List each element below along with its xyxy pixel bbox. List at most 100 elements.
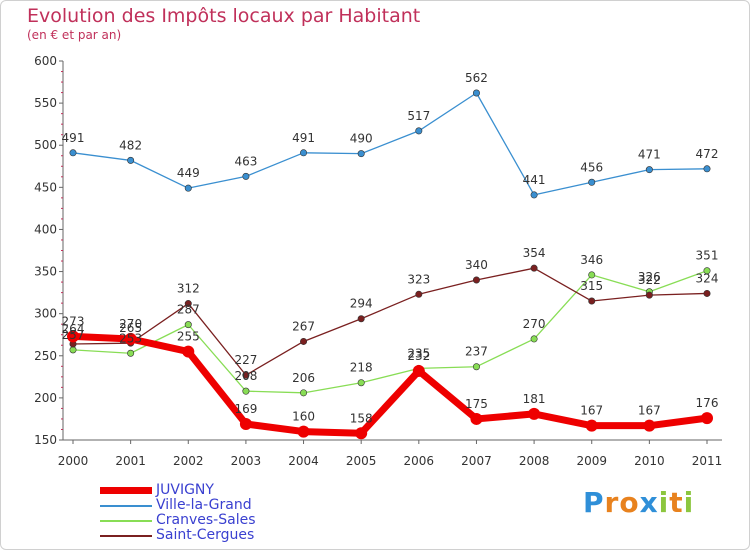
series-line-ville-la-grand <box>72 92 708 196</box>
x-tick-label: 2011 <box>692 454 723 468</box>
data-label: 227 <box>234 353 257 367</box>
data-label: 315 <box>580 279 603 293</box>
data-label: 562 <box>465 71 488 85</box>
data-label: 167 <box>580 404 603 418</box>
legend-item: Cranves-Sales <box>100 513 256 528</box>
data-label: 340 <box>465 258 488 272</box>
data-point <box>300 337 308 345</box>
data-point <box>182 345 195 358</box>
legend-label: JUVIGNY <box>156 482 214 498</box>
data-label: 490 <box>350 132 373 146</box>
data-label: 270 <box>523 317 546 331</box>
data-label: 253 <box>119 331 142 345</box>
data-label: 255 <box>177 330 200 344</box>
data-point <box>470 412 483 425</box>
data-point <box>69 346 77 354</box>
y-tick-label: 250 <box>34 349 57 363</box>
legend-item: Ville-la-Grand <box>100 498 256 513</box>
data-point <box>703 289 711 297</box>
data-point <box>415 127 423 135</box>
y-tick-label: 150 <box>34 433 57 447</box>
data-label: 235 <box>407 346 430 360</box>
x-tick-label: 2008 <box>519 454 550 468</box>
data-point <box>184 300 192 308</box>
data-label: 264 <box>62 322 85 336</box>
logo-letter: i <box>683 486 695 519</box>
data-point <box>530 335 538 343</box>
data-label: 160 <box>292 410 315 424</box>
data-point <box>645 291 653 299</box>
data-label: 449 <box>177 166 200 180</box>
data-label: 354 <box>523 246 546 260</box>
data-label: 324 <box>696 271 719 285</box>
legend-item: Saint-Cergues <box>100 528 256 543</box>
legend-swatch <box>100 504 152 507</box>
data-label: 167 <box>638 404 661 418</box>
data-point <box>703 267 711 275</box>
proxiti-logo: Proxiti <box>583 486 694 519</box>
data-label: 463 <box>234 154 257 168</box>
data-label: 323 <box>407 272 430 286</box>
data-point <box>357 379 365 387</box>
legend-label: Saint-Cergues <box>156 527 255 543</box>
data-label: 351 <box>696 249 719 263</box>
data-label: 294 <box>350 297 373 311</box>
data-point <box>300 389 308 397</box>
data-label: 206 <box>292 371 315 385</box>
series-line-saint-cergues <box>72 267 708 376</box>
x-tick-label: 2009 <box>576 454 607 468</box>
logo-letter: r <box>604 486 620 519</box>
data-point <box>412 364 425 377</box>
data-point <box>528 407 541 420</box>
y-tick-label: 400 <box>34 222 57 236</box>
y-tick-label: 450 <box>34 180 57 194</box>
data-point <box>588 297 596 305</box>
data-point <box>472 276 480 284</box>
x-tick-label: 2004 <box>288 454 319 468</box>
data-label: 270 <box>119 317 142 331</box>
logo-letter: x <box>639 486 659 519</box>
data-point <box>472 89 480 97</box>
data-label: 232 <box>407 349 430 363</box>
data-label: 257 <box>62 328 85 342</box>
x-tick-label: 2006 <box>404 454 435 468</box>
chart-title: Evolution des Impôts locaux par Habitant <box>27 5 421 27</box>
series-line-juvigny <box>72 332 708 437</box>
data-label: 322 <box>638 273 661 287</box>
data-label: 175 <box>465 397 488 411</box>
data-label: 491 <box>292 131 315 145</box>
legend-swatch <box>100 519 152 522</box>
data-label: 287 <box>177 303 200 317</box>
data-point <box>239 417 252 430</box>
data-point <box>124 332 137 345</box>
data-label: 158 <box>350 411 373 425</box>
data-point <box>127 156 135 164</box>
data-label: 176 <box>696 396 719 410</box>
x-tick-label: 2000 <box>58 454 89 468</box>
data-label: 208 <box>234 369 257 383</box>
data-label: 218 <box>350 361 373 375</box>
data-point <box>184 321 192 329</box>
data-label: 441 <box>523 173 546 187</box>
data-label: 267 <box>292 319 315 333</box>
data-point <box>415 290 423 298</box>
y-tick-label: 600 <box>34 54 57 68</box>
data-label: 456 <box>580 160 603 174</box>
data-label: 181 <box>523 392 546 406</box>
legend-item: JUVIGNY <box>100 483 256 498</box>
data-label: 482 <box>119 138 142 152</box>
data-point <box>530 191 538 199</box>
logo-letter: i <box>658 486 670 519</box>
data-point <box>530 264 538 272</box>
data-label: 491 <box>62 131 85 145</box>
y-tick-label: 200 <box>34 391 57 405</box>
data-point <box>242 371 250 379</box>
data-point <box>297 425 310 438</box>
x-tick-label: 2005 <box>346 454 377 468</box>
logo-letter: o <box>619 486 640 519</box>
legend-swatch <box>100 534 152 537</box>
y-tick-label: 550 <box>34 96 57 110</box>
y-tick-label: 300 <box>34 307 57 321</box>
data-point <box>355 427 368 440</box>
